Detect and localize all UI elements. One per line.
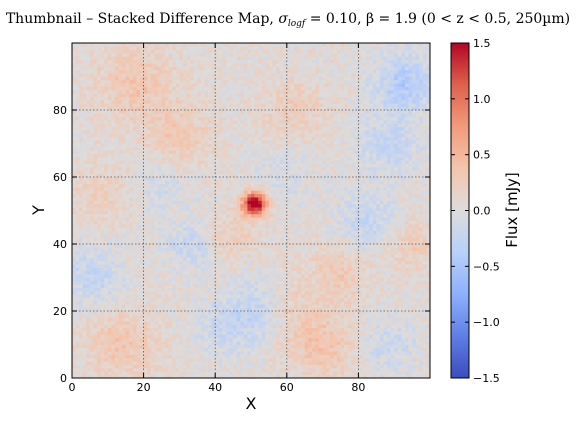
y-tick-label: 20 [53, 305, 67, 318]
y-tick-label: 80 [53, 104, 67, 117]
colorbar-tick-label: 0.5 [473, 149, 491, 162]
x-axis-label: X [246, 394, 257, 413]
colorbar-tick-label: −1.0 [473, 316, 500, 329]
y-axis-label: Y [29, 205, 48, 216]
x-tick-label: 60 [280, 381, 294, 394]
x-axis-ticks: 0 20 40 60 80 [69, 43, 365, 394]
colorbar-tick-label: −0.5 [473, 260, 500, 273]
colorbar-ticks: −1.5 −1.0 −0.5 0.0 0.5 1.0 1.5 [451, 37, 500, 385]
y-axis-ticks: 0 20 40 60 80 [53, 104, 430, 385]
colorbar-tick-label: 0.0 [473, 205, 491, 218]
y-tick-label: 40 [53, 238, 67, 251]
x-tick-label: 0 [69, 381, 76, 394]
y-tick-label: 0 [60, 372, 67, 385]
grid-lines [72, 43, 430, 378]
colorbar-tick-label: 1.0 [473, 93, 491, 106]
y-tick-label: 60 [53, 171, 67, 184]
chart-title: Thumbnail – Stacked Difference Map, σlog… [6, 11, 570, 29]
plot-frame [71, 42, 431, 379]
x-tick-label: 40 [208, 381, 222, 394]
colorbar-tick-label: −1.5 [473, 372, 500, 385]
colorbar-tick-label: 1.5 [473, 37, 491, 50]
colorbar-label: Flux [mJy] [503, 172, 521, 248]
x-tick-label: 20 [137, 381, 151, 394]
x-tick-label: 80 [351, 381, 365, 394]
heatmap [72, 43, 431, 379]
